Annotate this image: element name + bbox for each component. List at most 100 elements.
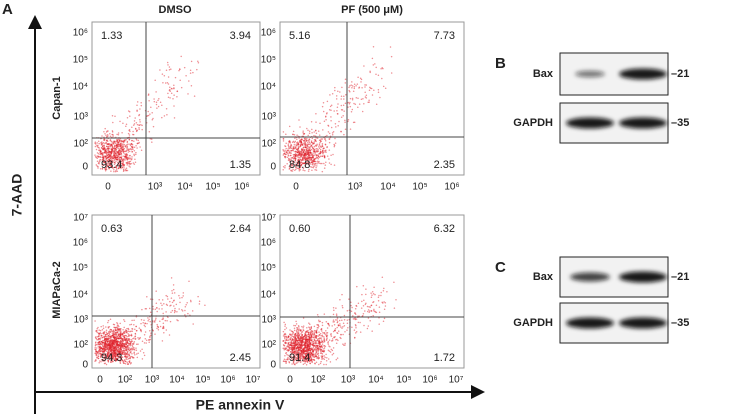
event-dot [147,320,149,322]
event-dot [377,300,380,302]
event-dot [328,158,330,160]
event-dot [148,341,150,344]
event-dot [104,148,106,151]
event-dot [381,77,383,80]
event-dot [121,146,124,148]
event-dot [348,298,350,300]
event-dot [133,340,136,343]
event-dot [162,327,165,330]
event-dot [104,169,107,172]
event-dot [331,132,334,134]
event-dot [154,319,157,321]
event-dot [117,338,120,340]
event-dot [304,331,307,333]
event-dot [296,346,299,348]
event-dot [115,150,118,153]
event-dot [283,344,286,347]
event-dot [167,298,169,300]
event-dot [156,310,158,313]
event-dot [105,157,108,160]
event-dot [325,332,328,334]
event-dot [318,156,321,159]
event-dot [320,334,322,337]
event-dot [114,170,117,173]
event-dot [170,277,173,279]
event-dot [171,290,173,292]
event-dot [118,325,120,328]
event-dot [287,143,290,145]
event-dot [318,363,320,366]
event-dot [306,141,309,144]
x-tick-label: 10⁴ [177,182,192,193]
event-dot [315,145,317,147]
event-dot [113,150,116,152]
event-dot [289,343,292,346]
event-dot [110,328,113,331]
event-dot [311,159,314,162]
event-dot [319,349,322,351]
event-dot [322,151,325,154]
event-dot [180,55,182,58]
event-dot [335,339,337,341]
event-dot [112,133,114,136]
event-dot [339,298,341,301]
event-dot [161,308,163,310]
event-dot [299,348,302,351]
event-dot [302,158,304,161]
event-dot [185,75,187,77]
event-dot [166,319,168,322]
event-dot [313,353,315,355]
event-dot [283,348,285,351]
event-dot [321,330,323,332]
event-dot [173,117,176,119]
event-dot [148,339,150,342]
event-dot [315,121,317,123]
event-dot [94,145,97,148]
event-dot [159,325,162,328]
event-dot [366,310,369,313]
event-dot [315,157,317,159]
event-dot [113,330,116,333]
event-dot [116,147,118,149]
event-dot [158,97,160,100]
event-dot [393,307,396,309]
event-dot [142,351,145,354]
event-dot [173,94,175,96]
event-dot [306,338,308,340]
event-dot [123,139,126,141]
event-dot [368,101,370,103]
event-dot [169,97,171,99]
event-dot [114,341,117,344]
event-dot [128,134,131,136]
event-dot [295,142,298,144]
event-dot [140,101,142,104]
event-dot [111,344,114,347]
event-dot [304,169,306,172]
event-dot [293,329,296,332]
panel-label: B [495,55,506,72]
event-dot [115,153,117,155]
event-dot [314,168,316,171]
event-dot [282,140,285,142]
event-dot [108,158,111,160]
event-dot [353,329,356,331]
event-dot [294,336,297,338]
event-dot [107,130,109,132]
event-dot [335,358,338,361]
event-dot [324,140,327,142]
event-dot [95,343,98,346]
event-dot [319,122,321,124]
event-dot [355,326,357,329]
event-dot [162,326,165,328]
event-dot [167,76,170,78]
event-dot [98,149,101,151]
y-tick-label: 10⁵ [73,55,88,66]
event-dot [348,102,351,105]
event-dot [132,357,134,359]
event-dot [155,101,158,103]
event-dot [116,159,119,161]
event-dot [126,164,128,166]
event-dot [129,115,131,117]
event-dot [315,137,317,139]
event-dot [291,165,293,167]
